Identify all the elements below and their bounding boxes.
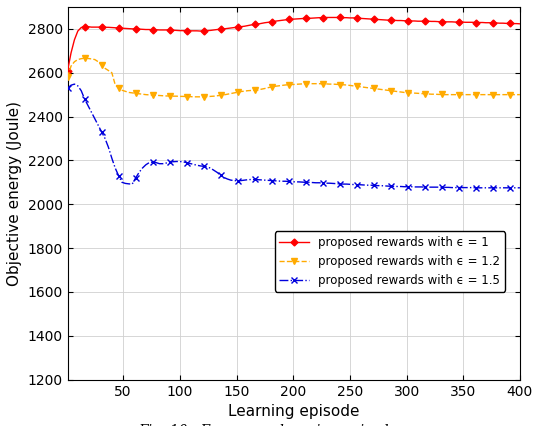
proposed rewards with ϵ = 1 [489,20,496,26]
proposed rewards with ϵ = 1.5 [64,86,71,91]
Text: Fig. 10.  Energy vs. learning episode.: Fig. 10. Energy vs. learning episode. [138,423,402,426]
proposed rewards with ϵ = 1 [88,25,94,30]
proposed rewards with ϵ = 1.2 [92,57,98,62]
proposed rewards with ϵ = 1.5 [517,185,523,190]
X-axis label: Learning episode: Learning episode [228,404,360,419]
proposed rewards with ϵ = 1.2 [190,94,197,99]
proposed rewards with ϵ = 1 [517,21,523,26]
Y-axis label: Objective energy (Joule): Objective energy (Joule) [7,101,22,286]
proposed rewards with ϵ = 1.2 [180,94,186,99]
proposed rewards with ϵ = 1.5 [180,159,186,164]
proposed rewards with ϵ = 1 [493,20,500,26]
Legend: proposed rewards with ϵ = 1, proposed rewards with ϵ = 1.2, proposed rewards wit: proposed rewards with ϵ = 1, proposed re… [274,231,505,292]
proposed rewards with ϵ = 1 [323,15,329,20]
proposed rewards with ϵ = 1.5 [92,116,98,121]
proposed rewards with ϵ = 1.5 [241,178,248,183]
proposed rewards with ϵ = 1.5 [166,160,173,165]
proposed rewards with ϵ = 1.2 [496,92,503,97]
proposed rewards with ϵ = 1 [177,28,183,33]
proposed rewards with ϵ = 1.2 [82,56,88,61]
proposed rewards with ϵ = 1.5 [472,185,479,190]
proposed rewards with ϵ = 1.2 [245,88,251,93]
proposed rewards with ϵ = 1 [163,27,170,32]
proposed rewards with ϵ = 1.2 [64,75,71,80]
proposed rewards with ϵ = 1.2 [493,92,500,97]
Line: proposed rewards with ϵ = 1: proposed rewards with ϵ = 1 [65,15,522,73]
proposed rewards with ϵ = 1.5 [493,185,500,190]
proposed rewards with ϵ = 1 [238,24,244,29]
proposed rewards with ϵ = 1.2 [517,92,523,97]
proposed rewards with ϵ = 1.5 [496,185,503,190]
Line: proposed rewards with ϵ = 1.2: proposed rewards with ϵ = 1.2 [64,55,523,100]
proposed rewards with ϵ = 1.2 [166,93,173,98]
Line: proposed rewards with ϵ = 1.5: proposed rewards with ϵ = 1.5 [64,81,523,191]
proposed rewards with ϵ = 1.5 [71,81,78,86]
proposed rewards with ϵ = 1 [64,68,71,73]
